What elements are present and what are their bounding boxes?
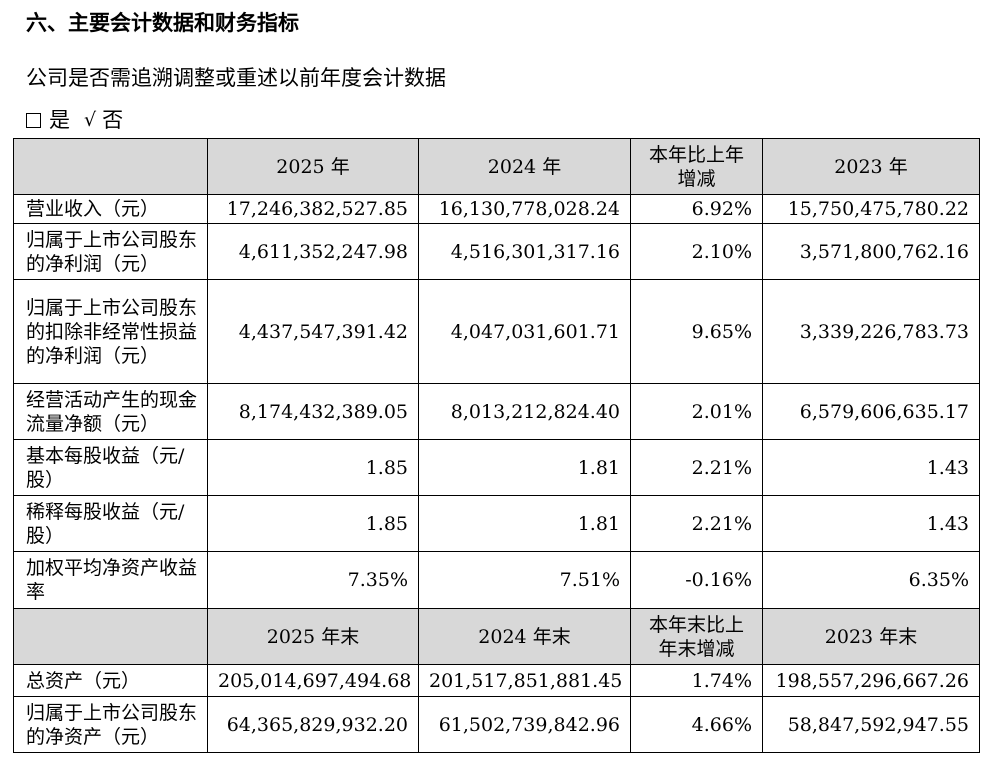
value-cell: 15,750,475,780.22: [762, 194, 980, 224]
table-row: 总资产（元） 205,014,697,494.68 201,517,851,88…: [13, 664, 980, 697]
yes-label: 是: [49, 108, 70, 132]
header-cell: 本年末比上年末增减: [630, 608, 763, 665]
value-cell: 7.35%: [207, 551, 419, 609]
row-label: 稀释每股收益（元/股）: [13, 495, 208, 552]
table-row: 经营活动产生的现金流量净额（元） 8,174,432,389.05 8,013,…: [13, 383, 980, 440]
header-cell: 2025 年: [207, 138, 419, 195]
value-cell: 8,174,432,389.05: [207, 383, 419, 440]
header-cell: 2023 年: [762, 138, 980, 195]
change-cell: 2.01%: [630, 383, 763, 440]
value-cell: 16,130,778,028.24: [418, 194, 631, 224]
checkmark-icon: √: [84, 109, 97, 131]
restatement-choices: 是 √ 否: [26, 104, 137, 136]
value-cell: 64,365,829,932.20: [207, 696, 419, 753]
value-cell: 198,557,296,667.26: [762, 664, 980, 697]
header-cell: 2024 年: [418, 138, 631, 195]
change-cell: 2.10%: [630, 223, 763, 280]
table-row: 稀释每股收益（元/股） 1.85 1.81 2.21% 1.43: [13, 495, 980, 552]
empty-checkbox-icon: [26, 112, 41, 128]
value-cell: 58,847,592,947.55: [762, 696, 980, 753]
change-cell: 2.21%: [630, 495, 763, 552]
value-cell: 201,517,851,881.45: [418, 664, 631, 697]
row-label: 归属于上市公司股东的净利润（元）: [13, 223, 208, 280]
value-cell: 4,437,547,391.42: [207, 279, 419, 384]
value-cell: 3,339,226,783.73: [762, 279, 980, 384]
value-cell: 1.85: [207, 495, 419, 552]
no-label: 否: [102, 108, 124, 132]
row-label: 加权平均净资产收益率: [13, 551, 208, 609]
value-cell: 3,571,800,762.16: [762, 223, 980, 280]
value-cell: 6,579,606,635.17: [762, 383, 980, 440]
header-cell-blank: [13, 138, 208, 195]
change-cell: 6.92%: [630, 194, 763, 224]
value-cell: 4,047,031,601.71: [418, 279, 631, 384]
value-cell: 4,516,301,317.16: [418, 223, 631, 280]
header-cell: 2023 年末: [762, 608, 980, 665]
table-row: 归属于上市公司股东的净利润（元） 4,611,352,247.98 4,516,…: [13, 223, 980, 280]
change-cell: 1.74%: [630, 664, 763, 697]
financial-data-table: 2025 年 2024 年 本年比上年增减 2023 年 营业收入（元） 17,…: [13, 138, 980, 753]
table-row: 归属于上市公司股东的净资产（元） 64,365,829,932.20 61,50…: [13, 696, 980, 753]
header-cell: 本年比上年增减: [630, 138, 763, 195]
table-row: 营业收入（元） 17,246,382,527.85 16,130,778,028…: [13, 194, 980, 224]
value-cell: 17,246,382,527.85: [207, 194, 419, 224]
header-cell: 2025 年末: [207, 608, 419, 665]
restatement-question: 公司是否需追溯调整或重述以前年度会计数据: [26, 66, 446, 90]
table-row: 基本每股收益（元/股） 1.85 1.81 2.21% 1.43: [13, 439, 980, 496]
row-label: 总资产（元）: [13, 664, 208, 697]
value-cell: 1.85: [207, 439, 419, 496]
change-cell: 2.21%: [630, 439, 763, 496]
row-label: 归属于上市公司股东的净资产（元）: [13, 696, 208, 753]
section-title: 六、主要会计数据和财务指标: [26, 11, 299, 35]
value-cell: 6.35%: [762, 551, 980, 609]
value-cell: 4,611,352,247.98: [207, 223, 419, 280]
header-cell: 2024 年末: [418, 608, 631, 665]
value-cell: 7.51%: [418, 551, 631, 609]
table-row: 加权平均净资产收益率 7.35% 7.51% -0.16% 6.35%: [13, 551, 980, 609]
row-label: 经营活动产生的现金流量净额（元）: [13, 383, 208, 440]
table-row: 归属于上市公司股东的扣除非经常性损益的净利润（元） 4,437,547,391.…: [13, 279, 980, 384]
change-cell: -0.16%: [630, 551, 763, 609]
value-cell: 8,013,212,824.40: [418, 383, 631, 440]
row-label: 基本每股收益（元/股）: [13, 439, 208, 496]
row-label: 归属于上市公司股东的扣除非经常性损益的净利润（元）: [13, 279, 208, 384]
value-cell: 1.81: [418, 495, 631, 552]
value-cell: 1.43: [762, 495, 980, 552]
header-cell-blank: [13, 608, 208, 665]
change-cell: 4.66%: [630, 696, 763, 753]
value-cell: 1.81: [418, 439, 631, 496]
row-label: 营业收入（元）: [13, 194, 208, 224]
table-header-row: 2025 年末 2024 年末 本年末比上年末增减 2023 年末: [13, 608, 980, 665]
table-header-row: 2025 年 2024 年 本年比上年增减 2023 年: [13, 138, 980, 195]
value-cell: 61,502,739,842.96: [418, 696, 631, 753]
change-cell: 9.65%: [630, 279, 763, 384]
value-cell: 205,014,697,494.68: [207, 664, 419, 697]
value-cell: 1.43: [762, 439, 980, 496]
